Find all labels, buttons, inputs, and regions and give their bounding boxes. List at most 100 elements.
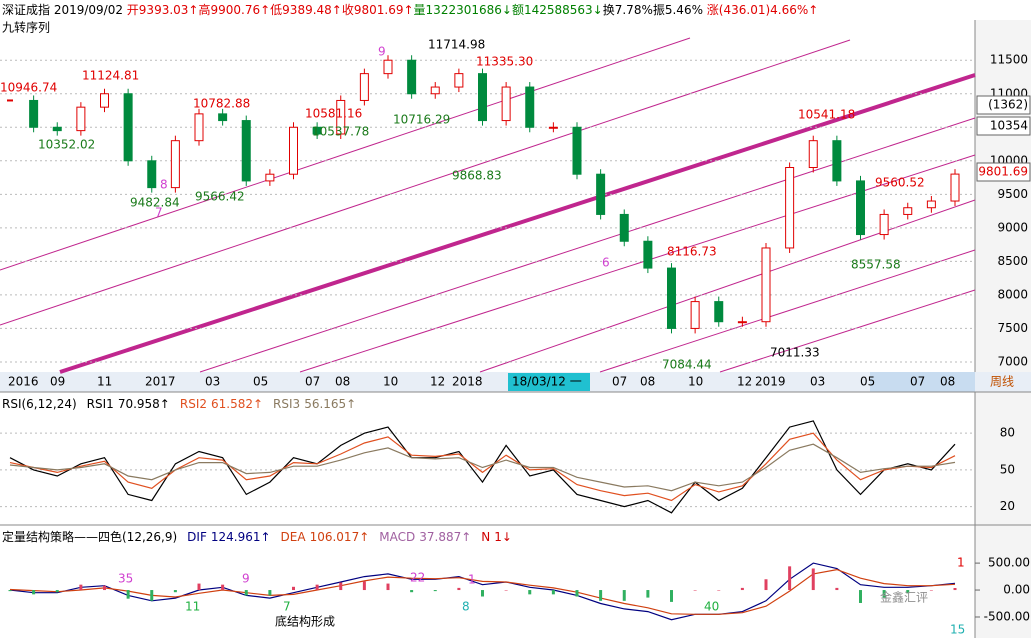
candle [430, 86, 440, 95]
candle [123, 93, 133, 162]
macd-line [9, 562, 956, 621]
legend-name: RSI2 [180, 397, 207, 411]
legend-name: RSI3 [273, 397, 300, 411]
price-annotation: 10537.78 [312, 125, 369, 139]
candle [643, 240, 653, 269]
candle [761, 247, 771, 323]
macd-bar [528, 590, 532, 595]
candle [170, 140, 180, 189]
axis-box-label: 9801.69 [978, 165, 1028, 179]
legend-value: 56.165↑ [304, 397, 356, 411]
candle [690, 301, 700, 329]
macd-bar [126, 590, 130, 599]
axis-box [976, 162, 1031, 182]
y-tick-label: 500.00 [988, 556, 1030, 570]
date-cursor [508, 373, 590, 391]
macd-annotation: 22 [410, 571, 425, 585]
y-tick-label: 7000 [997, 354, 1028, 368]
legend-value: 70.958↑ [118, 397, 170, 411]
macd-annotation: 1 [468, 573, 476, 587]
legend-name: N [481, 530, 490, 544]
macd-bar [788, 566, 792, 591]
macd-bar [173, 590, 177, 593]
candle [454, 73, 464, 88]
x-tick-label: 07 [910, 375, 925, 389]
macd-bar [244, 590, 248, 596]
price-annotation: 9566.42 [195, 190, 245, 204]
macd-annotation: 35 [118, 572, 133, 586]
macd-bar [882, 590, 886, 598]
x-tick-label: 2019 [755, 375, 786, 389]
rsi-line [9, 443, 956, 492]
candle [785, 167, 795, 249]
candle [29, 99, 39, 128]
macd-annotation: 40 [704, 600, 719, 614]
header-field: 高9900.76↑ [198, 2, 270, 17]
macd-bar [481, 590, 484, 597]
candle [950, 173, 960, 202]
price-annotation: 10581.16 [305, 107, 362, 121]
price-annotation: 8557.58 [851, 258, 901, 272]
price-annotation: 7 [155, 206, 163, 220]
macd-bar [315, 584, 319, 591]
macd-bar [268, 590, 272, 596]
candle [572, 126, 582, 175]
x-tick-label: 09 [50, 375, 65, 389]
candle [194, 113, 204, 142]
candle [52, 126, 62, 132]
candle [808, 140, 818, 169]
candle [100, 93, 109, 108]
macd-bar [150, 590, 154, 601]
x-tick-label: 10 [383, 375, 398, 389]
macd-bar [433, 590, 437, 592]
macd-bar [953, 588, 957, 591]
macd-bar [362, 581, 366, 591]
x-tick-label: 12 [430, 375, 445, 389]
x-tick-label: 05 [860, 375, 875, 389]
price-annotation: 10782.88 [193, 97, 250, 111]
x-tick-label: 08 [335, 375, 350, 389]
macd-bar [103, 585, 106, 591]
price-annotation: 10716.29 [393, 113, 450, 127]
legend-value: 124.961↑ [211, 530, 271, 544]
y-tick-label: 50 [1000, 462, 1015, 476]
x-tick-label: 03 [205, 375, 220, 389]
candle [619, 213, 629, 242]
macd-bar [410, 590, 414, 593]
channel-line [479, 199, 976, 373]
candle [312, 126, 322, 135]
candle [926, 200, 936, 209]
header-field: 涨(436.01)4.66%↑ [707, 2, 819, 17]
x-tick-label: 周线 [990, 375, 1014, 389]
legend-name: DEA [281, 530, 307, 544]
header-field: 额142588563↓ [512, 3, 603, 17]
macd-bar [906, 590, 910, 594]
x-tick-label: 05 [253, 375, 268, 389]
price-annotation: 11335.30 [476, 55, 533, 69]
candle [903, 207, 913, 215]
macd-bar [646, 590, 650, 598]
candle [832, 140, 842, 182]
macd-annotation: 9 [242, 572, 250, 586]
macd-bar [693, 590, 697, 591]
legend-name: RSI1 [87, 397, 114, 411]
y-tick-label: -500.00 [984, 609, 1030, 623]
macd-annotation: 8 [462, 600, 470, 614]
macd-bar [764, 579, 768, 591]
header-field: 低9389.48↑ [270, 3, 342, 17]
x-tick-label: 03 [810, 375, 825, 389]
y-tick-label: 8500 [997, 254, 1028, 268]
candle [737, 321, 747, 324]
channel-lines [0, 37, 976, 374]
legend-value: 61.582↑ [211, 397, 263, 411]
candle [383, 59, 393, 75]
x-tick-label: 12 [737, 375, 752, 389]
candle [147, 160, 157, 189]
price-annotation: 9560.52 [875, 176, 925, 190]
candle [241, 120, 251, 182]
macd-bar [811, 568, 815, 591]
macd-bar [717, 590, 721, 591]
price-annotation: 7011.33 [770, 346, 820, 360]
y-tick-label: 9000 [997, 220, 1028, 234]
price-annotation: 6 [602, 256, 610, 270]
